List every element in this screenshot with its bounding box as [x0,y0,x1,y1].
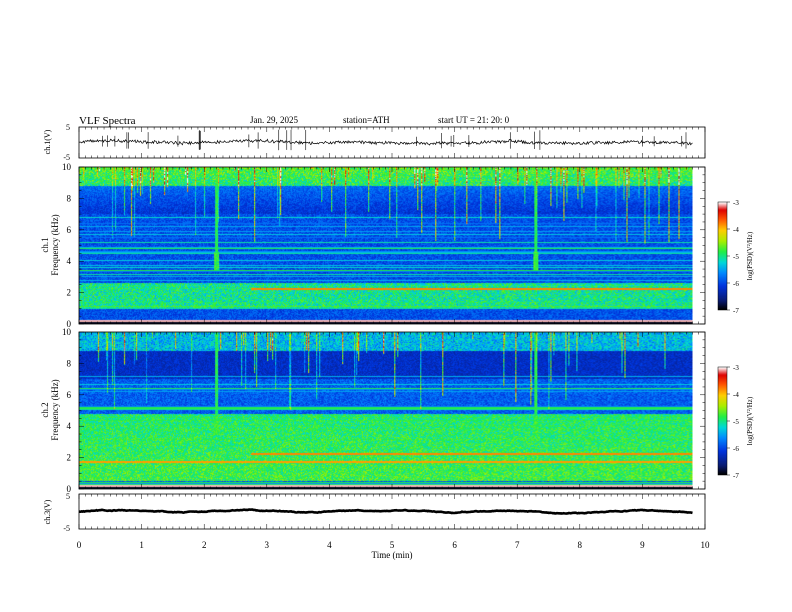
ch1-ylabel: ch.1(V) [43,129,52,154]
ch1-spec-ylabel-frequency: Frequency (kHz) [50,214,60,275]
figure-station: station=ATH [343,115,390,125]
ch1-colorbar [718,202,727,310]
colorbar-tick-label: -7 [733,472,739,480]
x-tick-label: 6 [452,540,457,550]
ch2-colorbar-ticks: -3 -4 -5 -6 -7 [727,364,739,480]
x-tick-label: 7 [515,540,520,550]
x-axis-ticks [78,127,706,529]
ch2-spec-ylabel-frequency: Frequency (kHz) [50,379,60,440]
y-tick-label: 4 [67,421,72,431]
figure-start-ut: start UT = 21: 20: 0 [438,115,510,125]
y-tick-label: 6 [67,390,72,400]
ch3-ytick-top: 5 [66,492,70,501]
y-tick-label: 4 [67,256,72,266]
ch1-waveform-panel: 5 -5 ch.1(V) [43,123,706,162]
colorbar-tick-label: -3 [733,364,739,372]
x-tick-label: 5 [390,540,395,550]
y-tick-label: 10 [62,327,72,337]
ch2-spectrogram-yticks: 0 2 4 6 8 10 [62,327,705,494]
y-tick-label: 0 [67,484,72,494]
ch1-colorbar-ticks: -3 -4 -5 -6 -7 [727,199,739,315]
ch3-waveform-trace [78,508,693,515]
colorbar-tick-label: -6 [733,280,739,288]
colorbar-tick-label: -3 [733,199,739,207]
colorbar-tick-label: -5 [733,253,739,261]
ch3-ytick-bottom: -5 [63,524,70,533]
ch1-spec-ylabel-channel: ch.1 [40,237,50,252]
colorbar-tick-label: -7 [733,307,739,315]
x-axis-tick-labels: 0 1 2 3 4 5 6 7 8 9 10 [77,540,710,550]
figure-title: VLF Spectra [79,115,136,127]
x-tick-label: 3 [265,540,270,550]
x-tick-label: 2 [202,540,207,550]
ch3-waveform-panel: 5 -5 ch.3(V) [43,492,706,533]
ch2-spectrogram-image [79,332,693,489]
y-tick-label: 2 [67,288,72,298]
y-tick-label: 2 [67,453,72,463]
ch2-spec-ylabel-channel: ch.2 [40,402,50,417]
ch1-waveform-spikes [102,129,687,151]
y-tick-label: 0 [67,319,72,329]
ch3-ylabel: ch.3(V) [43,499,52,524]
colorbar-tick-label: -6 [733,445,739,453]
ch1-colorbar-label: log(PSD)(V²/Hz) [746,231,754,280]
x-tick-label: 0 [77,540,82,550]
y-tick-label: 8 [67,358,72,368]
figure-date: Jan. 29, 2025 [250,115,298,125]
y-tick-label: 8 [67,193,72,203]
x-tick-label: 9 [640,540,645,550]
y-tick-label: 6 [67,225,72,235]
x-tick-label: 1 [139,540,144,550]
ch2-colorbar [718,367,727,475]
y-tick-label: 10 [62,162,72,172]
colorbar-tick-label: -4 [733,391,739,399]
x-tick-label: 8 [578,540,583,550]
ch1-ytick-top: 5 [66,123,70,132]
x-axis-label: Time (min) [372,550,413,560]
ch2-colorbar-label: log(PSD)(V²/Hz) [746,396,754,445]
colorbar-tick-label: -5 [733,418,739,426]
ch1-waveform-trace [78,138,693,146]
ch1-ytick-bottom: -5 [63,153,70,162]
x-tick-label: 4 [327,540,332,550]
x-tick-label: 10 [701,540,711,550]
ch1-spectrogram-yticks: 0 2 4 6 8 10 [62,162,705,329]
ch1-spectrogram-image [79,167,693,324]
colorbar-tick-label: -4 [733,226,739,234]
